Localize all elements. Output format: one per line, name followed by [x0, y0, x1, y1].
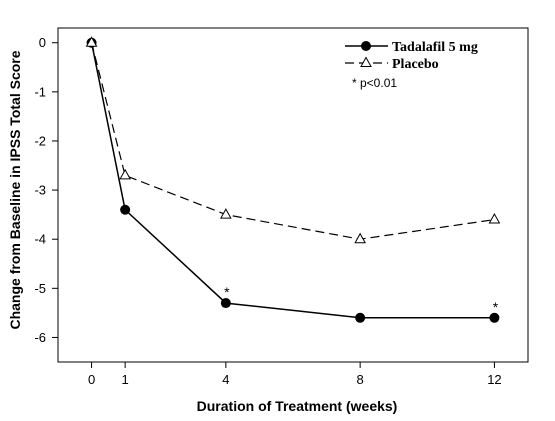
x-tick-label: 12 — [487, 372, 501, 387]
series-line-1 — [91, 42, 495, 240]
data-point-1 — [220, 208, 232, 219]
y-tick-label: -2 — [34, 133, 46, 148]
plot-frame — [57, 27, 529, 363]
x-tick-label: 4 — [222, 372, 229, 387]
significance-note: * p<0.01 — [352, 76, 397, 90]
data-point-1 — [354, 232, 366, 244]
data-point-0 — [489, 312, 500, 323]
y-tick-label: -6 — [34, 330, 46, 345]
y-tick-label: -3 — [34, 183, 46, 198]
data-point-0 — [220, 298, 231, 309]
data-point-0 — [355, 312, 366, 323]
legend-label-tadalafil: Tadalafil 5 mg — [392, 40, 478, 55]
significance-marker: * — [493, 299, 499, 315]
y-tick-label: -1 — [34, 84, 46, 99]
annotation-layer: ** — [224, 284, 499, 315]
legend: Tadalafil 5 mg Placebo * p<0.01 — [345, 40, 478, 90]
x-axis-ticks: 0 1 4 8 12 — [88, 362, 502, 387]
y-tick-label: -5 — [34, 281, 46, 296]
legend-marker-tadalafil — [361, 41, 371, 51]
data-point-1 — [85, 36, 98, 47]
data-point-1 — [488, 213, 501, 224]
significance-marker: * — [224, 284, 230, 300]
x-axis-label: Duration of Treatment (weeks) — [197, 398, 398, 414]
series-layer — [85, 36, 501, 323]
data-point-1 — [119, 168, 131, 180]
x-tick-label: 1 — [122, 372, 129, 387]
y-tick-label: -4 — [34, 232, 46, 247]
x-tick-label: 8 — [357, 372, 364, 387]
axes — [57, 27, 529, 363]
legend-marker-placebo — [360, 56, 372, 67]
series-line-0 — [90, 42, 495, 319]
legend-label-placebo: Placebo — [392, 57, 439, 72]
x-tick-label: 0 — [88, 372, 95, 387]
data-point-0 — [120, 204, 131, 215]
y-tick-label: 0 — [39, 35, 46, 50]
y-axis-label: Change from Baseline in IPSS Total Score — [7, 50, 23, 329]
y-axis-ticks: 0 -1 -2 -3 -4 -5 -6 — [34, 35, 58, 345]
